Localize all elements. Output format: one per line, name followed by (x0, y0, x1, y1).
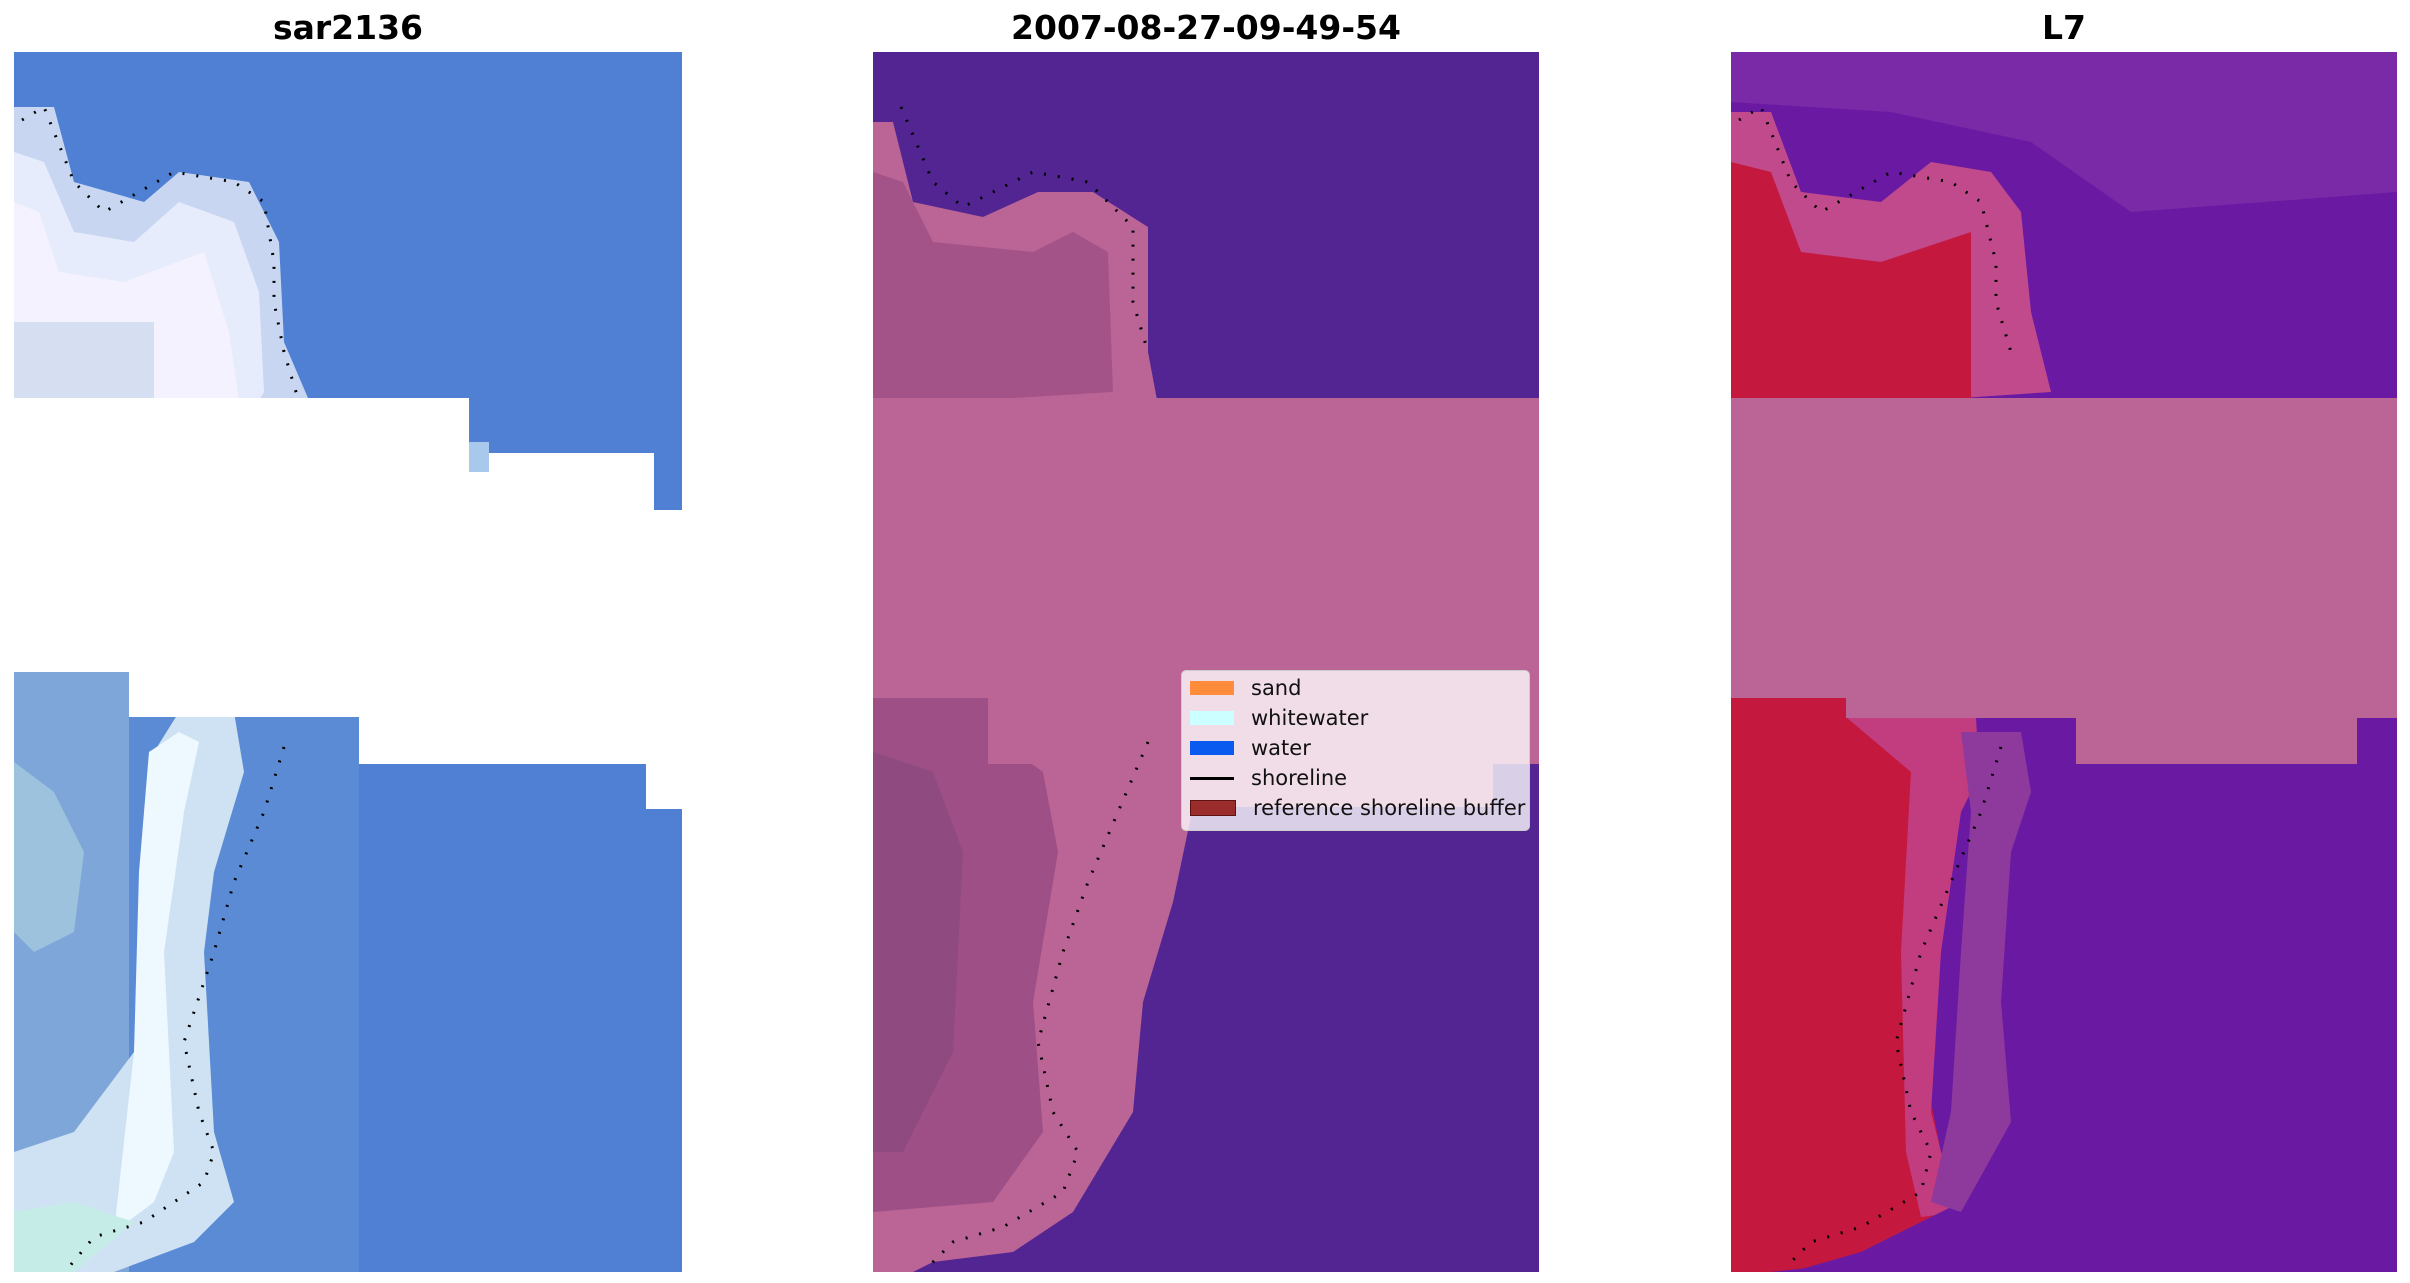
panel-title-index: L7 (2042, 8, 2086, 47)
legend-label: whitewater (1251, 706, 1369, 730)
index-image (1731, 52, 2397, 1272)
panel-title-classification: 2007-08-27-09-49-54 (1011, 8, 1401, 47)
shoreline-line-icon (1190, 776, 1234, 780)
sand-swatch (1190, 681, 1234, 695)
index-panel (1731, 52, 2397, 1272)
rgb-image-panel (14, 52, 682, 1272)
legend-label: shoreline (1251, 766, 1348, 790)
buffer-swatch (1190, 800, 1236, 816)
legend-item-shoreline: shoreline (1190, 764, 1347, 792)
water-swatch (1190, 741, 1234, 755)
rgb-image (14, 52, 682, 1272)
panel-title-rgb: sar2136 (272, 8, 424, 47)
legend-item-sand: sand (1190, 674, 1301, 702)
shoreline-bottom (67, 746, 286, 1268)
shoreline-bottom (926, 741, 1150, 1269)
classification-panel (873, 52, 1539, 1272)
legend-item-water: water (1190, 734, 1311, 762)
legend-label: sand (1251, 676, 1302, 700)
whitewater-swatch (1190, 711, 1234, 725)
legend: sand whitewater water shoreline referenc… (1181, 670, 1530, 831)
legend-label: water (1251, 736, 1311, 760)
legend-item-reference-buffer: reference shoreline buffer (1190, 794, 1525, 822)
classification-image (873, 52, 1539, 1272)
legend-item-whitewater: whitewater (1190, 704, 1368, 732)
legend-label: reference shoreline buffer (1253, 796, 1526, 820)
